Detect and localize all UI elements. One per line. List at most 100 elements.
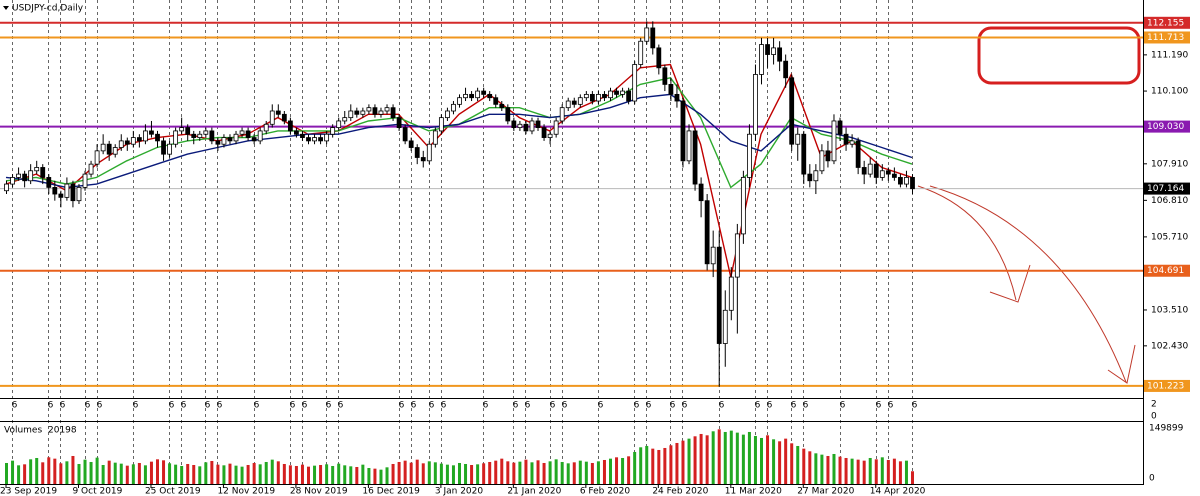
event-label: 6 bbox=[670, 401, 676, 411]
candle-body bbox=[795, 133, 801, 145]
volume-bar bbox=[602, 459, 606, 484]
event-label: 6 bbox=[483, 401, 489, 411]
volume-title: Volumes bbox=[4, 426, 42, 436]
event-label: 6 bbox=[719, 401, 725, 411]
volume-bar bbox=[584, 461, 588, 484]
candle-body bbox=[46, 177, 52, 188]
candle-body bbox=[626, 90, 632, 102]
candle-body bbox=[680, 100, 686, 162]
menu-triangle[interactable] bbox=[3, 6, 9, 10]
candle-body bbox=[281, 113, 287, 122]
candle-body bbox=[94, 150, 100, 165]
volume-bar bbox=[131, 464, 135, 484]
event-label: 6 bbox=[181, 401, 187, 411]
level-label: 104.691 bbox=[1147, 266, 1184, 276]
volume-bar bbox=[530, 462, 534, 484]
candle-body bbox=[203, 130, 209, 135]
level-label: 101.223 bbox=[1147, 381, 1184, 391]
candle-body bbox=[136, 137, 142, 142]
y-tick-label: 103.510 bbox=[1151, 305, 1188, 315]
volume-bar bbox=[578, 460, 582, 484]
candle-body bbox=[372, 107, 378, 115]
event-label: 6 bbox=[48, 401, 54, 411]
volume-bar bbox=[844, 457, 848, 484]
candle-body bbox=[710, 246, 716, 265]
x-tick-label: 3 Jan 2020 bbox=[435, 487, 483, 496]
event-label: 6 bbox=[525, 401, 531, 411]
frame bbox=[0, 0, 1144, 485]
event-label: 6 bbox=[840, 401, 846, 411]
volume-bar bbox=[639, 447, 643, 484]
event-label: 6 bbox=[634, 401, 640, 411]
candle-body bbox=[34, 167, 40, 172]
candle-body bbox=[384, 107, 390, 112]
volume-bar bbox=[705, 435, 709, 484]
volume-bar bbox=[464, 463, 468, 484]
volume-bar bbox=[760, 437, 763, 484]
candle-body bbox=[608, 90, 613, 99]
candle-body bbox=[910, 177, 915, 190]
volume-bar bbox=[892, 458, 896, 484]
candle-body bbox=[312, 137, 317, 142]
level-label: 107.164 bbox=[1147, 184, 1184, 194]
candle-body bbox=[638, 40, 644, 65]
volume-bar bbox=[439, 463, 443, 484]
event-label: 6 bbox=[767, 401, 773, 411]
volume-bar bbox=[379, 469, 383, 484]
candle-body bbox=[801, 133, 807, 175]
level-label: 109.030 bbox=[1147, 122, 1184, 132]
volume-bar bbox=[192, 464, 196, 484]
volume-bar bbox=[168, 463, 172, 484]
volume-bar bbox=[325, 464, 329, 484]
candle-body bbox=[692, 130, 698, 185]
candle-body bbox=[789, 77, 795, 145]
volume-bar bbox=[427, 461, 431, 484]
candle-body bbox=[759, 44, 764, 75]
volume-bar bbox=[313, 465, 317, 484]
candle-body bbox=[348, 110, 354, 119]
volume-bar bbox=[687, 438, 691, 484]
volume-bar bbox=[850, 458, 854, 484]
candle-body bbox=[529, 120, 535, 132]
candle-body bbox=[173, 130, 179, 145]
volume-bar bbox=[621, 457, 625, 484]
candle-body bbox=[251, 137, 257, 142]
candle-body bbox=[481, 90, 487, 95]
candle-body bbox=[891, 173, 897, 178]
candle-body bbox=[849, 140, 855, 145]
volume-bar bbox=[675, 442, 679, 484]
volume-bar bbox=[524, 459, 528, 484]
candle-body bbox=[396, 117, 402, 129]
x-tick-label: 9 Oct 2019 bbox=[72, 487, 122, 496]
candle-body bbox=[275, 110, 281, 115]
volume-bar bbox=[23, 464, 27, 484]
volume-bar bbox=[59, 463, 63, 484]
x-tick-label: 23 Sep 2019 bbox=[0, 487, 57, 496]
candle-body bbox=[855, 140, 861, 168]
volume-bar bbox=[572, 462, 576, 484]
candle-body bbox=[426, 143, 432, 162]
level-label-bg bbox=[1144, 182, 1190, 195]
candle-body bbox=[589, 93, 595, 102]
volume-bar bbox=[113, 462, 117, 484]
candle-body bbox=[837, 120, 843, 135]
volume-bar bbox=[772, 439, 776, 484]
indicator-tick-label: 0 bbox=[1151, 412, 1157, 422]
event-label: 6 bbox=[598, 401, 604, 411]
candle-body bbox=[873, 163, 879, 178]
candle-body bbox=[565, 100, 571, 109]
volume-bar bbox=[294, 465, 298, 484]
candle-body bbox=[402, 127, 408, 142]
candle-body bbox=[269, 110, 275, 125]
volume-bar bbox=[47, 457, 51, 484]
volume-bar bbox=[361, 464, 365, 484]
volume-bar bbox=[234, 465, 238, 484]
volume-bar bbox=[343, 465, 347, 484]
candle-body bbox=[668, 84, 674, 95]
candle-body bbox=[167, 143, 172, 155]
candle-body bbox=[867, 163, 873, 175]
candle-body bbox=[22, 173, 28, 182]
volume-bar bbox=[904, 460, 908, 484]
candle-body bbox=[463, 93, 468, 99]
volume-bar bbox=[198, 466, 202, 484]
